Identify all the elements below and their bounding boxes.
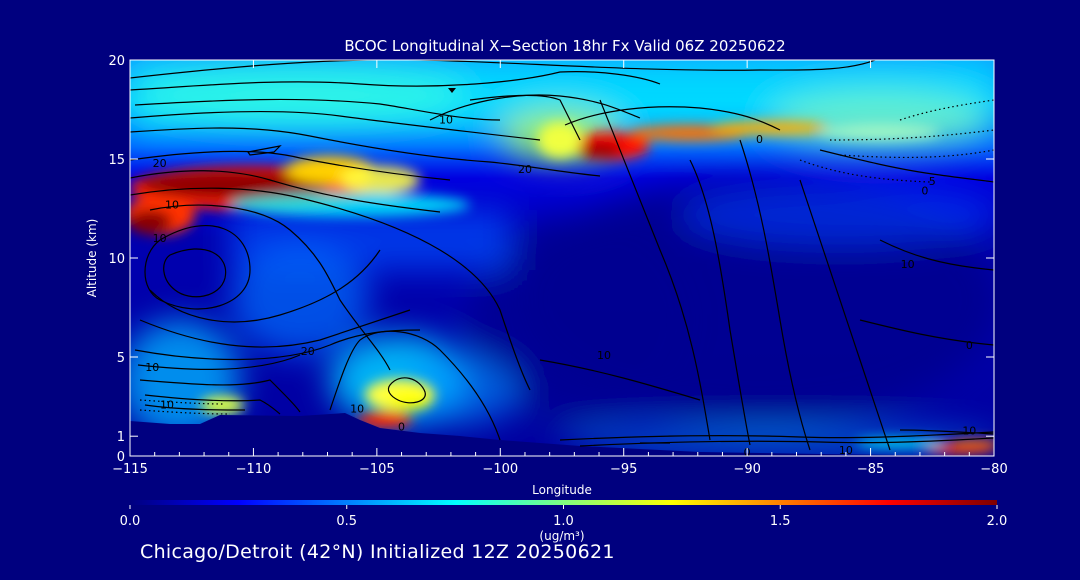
y-tick-label: 20 [108, 54, 125, 69]
contour-label: 20 [301, 345, 315, 358]
colorbar-tick-label: 0.5 [336, 514, 357, 529]
y-axis-label: Altitude (km) [85, 219, 99, 298]
x-tick-label: −80 [980, 462, 1007, 477]
x-tick-label: −95 [610, 462, 637, 477]
contour-label: 10 [165, 199, 179, 212]
y-tick-label: 5 [117, 351, 125, 366]
contour-label: 10 [439, 113, 453, 126]
x-tick-label: −90 [733, 462, 760, 477]
x-tick-label: −115 [112, 462, 148, 477]
contour-label: 10 [160, 399, 174, 412]
contour-label: 10 [839, 444, 853, 457]
x-tick-label: −110 [236, 462, 272, 477]
y-tick-label: 15 [108, 153, 125, 168]
contour-label: 10 [962, 424, 976, 437]
x-tick-label: −100 [482, 462, 518, 477]
dotted-contours [139, 99, 994, 415]
y-tick-label: 1 [117, 430, 125, 445]
colorbar-tick-label: 1.0 [553, 514, 574, 529]
contour-label: 0 [921, 185, 928, 198]
contour-label: 20 [153, 157, 167, 170]
plot-area: 20102001010201010101001001001050 [130, 60, 994, 457]
colorbar-tick-label: 1.5 [770, 514, 791, 529]
closed-contour-small [246, 145, 282, 156]
contour-lines [130, 60, 994, 451]
concentration-field [130, 60, 994, 450]
contour-label: 10 [901, 258, 915, 271]
colorbar-tick-label: 0.0 [120, 514, 141, 529]
colorbar: 0.0 0.5 1.0 1.5 2.0 (ug/m³) [120, 500, 1008, 543]
contour-label: 10 [350, 402, 364, 415]
y-tick-label: 10 [108, 252, 125, 267]
contour-marker [448, 88, 456, 93]
x-tick-label: −85 [857, 462, 884, 477]
hotspots [130, 121, 994, 454]
contour-label: 10 [153, 232, 167, 245]
x-axis: −115 −110 −105 −100 −95 −90 −85 −80 [112, 60, 1008, 477]
contour-label: 10 [145, 361, 159, 374]
colorbar-ramp [130, 500, 997, 505]
chart-title: BCOC Longitudinal X−Section 18hr Fx Vali… [344, 37, 785, 55]
colorbar-label: (ug/m³) [539, 529, 584, 543]
contour-label: 10 [597, 349, 611, 362]
x-axis-label: Longitude [532, 483, 592, 497]
contour-labels: 20102001010201010101001001001050 [145, 113, 976, 457]
initialization-footer: Chicago/Detroit (42°N) Initialized 12Z 2… [140, 541, 615, 563]
terrain-mask [130, 413, 994, 456]
contour-label: 0 [398, 420, 405, 433]
contour-label: 20 [518, 163, 532, 176]
y-tick-label: 0 [117, 450, 125, 465]
contour-label: 5 [929, 175, 936, 188]
contour-label: 0 [756, 133, 763, 146]
colorbar-ticks: 0.0 0.5 1.0 1.5 2.0 [120, 505, 1008, 529]
x-tick-label: −105 [359, 462, 395, 477]
contour-label: 0 [966, 339, 973, 352]
colorbar-tick-label: 2.0 [987, 514, 1008, 529]
